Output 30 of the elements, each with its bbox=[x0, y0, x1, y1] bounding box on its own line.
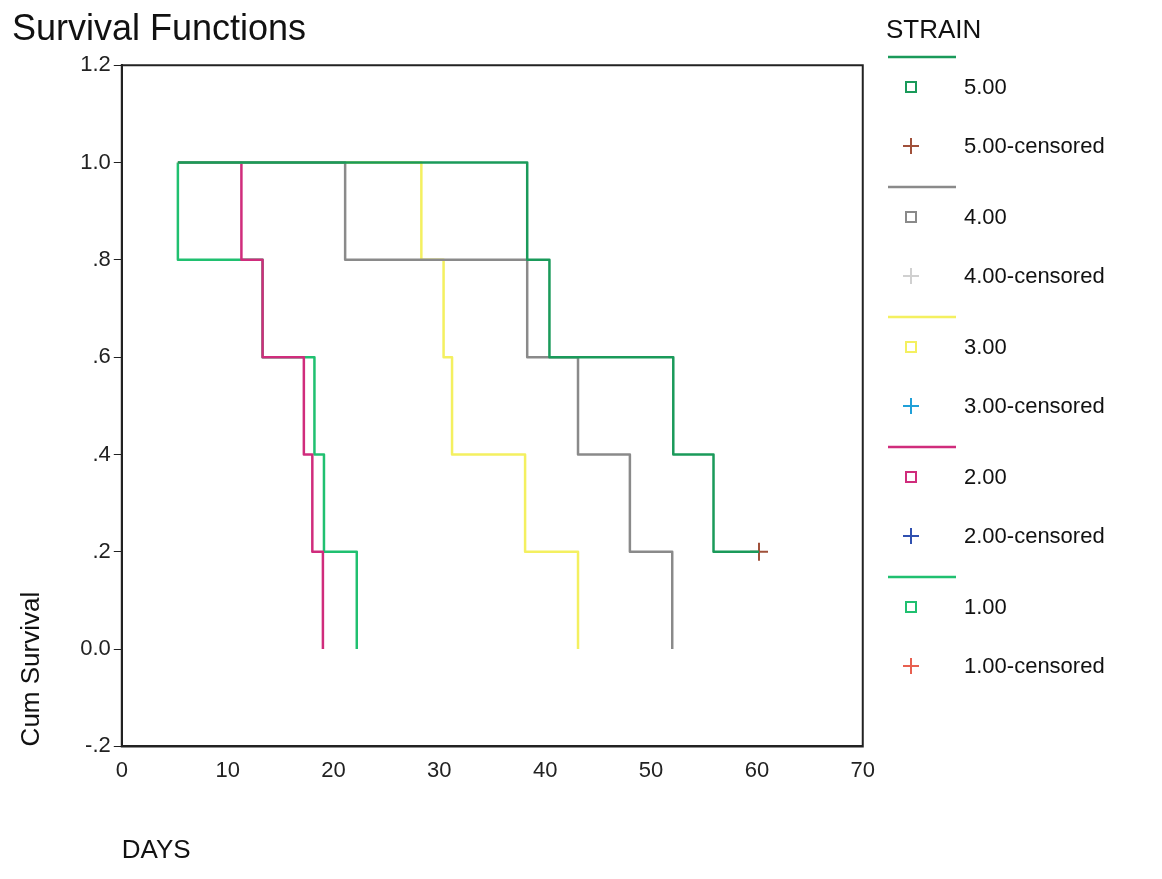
y-tick-label: -.2 bbox=[85, 732, 111, 758]
legend-label: 4.00 bbox=[964, 204, 1007, 230]
legend-title: STRAIN bbox=[886, 14, 983, 45]
y-tick-label: 1.0 bbox=[80, 148, 111, 174]
legend-label: 2.00 bbox=[964, 464, 1007, 490]
legend-label: 4.00-censored bbox=[964, 263, 1105, 289]
legend-label: 3.00 bbox=[964, 334, 1007, 360]
legend-label: 5.00-censored bbox=[964, 133, 1105, 159]
legend-label: 1.00 bbox=[964, 594, 1007, 620]
y-tick-label: .8 bbox=[92, 245, 111, 271]
x-tick-label: 0 bbox=[115, 756, 128, 782]
legend-label: 2.00-censored bbox=[964, 523, 1105, 549]
y-tick-label: 1.2 bbox=[80, 51, 111, 77]
legend-label: 3.00-censored bbox=[964, 393, 1105, 419]
x-tick-label: 50 bbox=[638, 756, 664, 782]
x-tick-label: 70 bbox=[850, 756, 876, 782]
y-tick-label: .6 bbox=[92, 343, 111, 369]
x-axis-title: DAYS bbox=[121, 833, 191, 864]
x-tick-label: 10 bbox=[215, 756, 240, 782]
legend-label: 5.00 bbox=[964, 74, 1007, 100]
y-axis-title: Cum Survival bbox=[14, 591, 45, 747]
y-tick-label: 0.0 bbox=[80, 635, 111, 661]
x-tick-label: 20 bbox=[321, 756, 346, 782]
x-tick-label: 30 bbox=[427, 756, 452, 782]
x-tick-label: 60 bbox=[744, 756, 770, 782]
chart-title: Survival Functions bbox=[12, 6, 307, 48]
y-tick-label: .2 bbox=[92, 537, 111, 563]
x-tick-label: 40 bbox=[532, 756, 558, 782]
legend-label: 1.00-censored bbox=[964, 653, 1105, 679]
y-tick-label: .4 bbox=[92, 440, 111, 466]
